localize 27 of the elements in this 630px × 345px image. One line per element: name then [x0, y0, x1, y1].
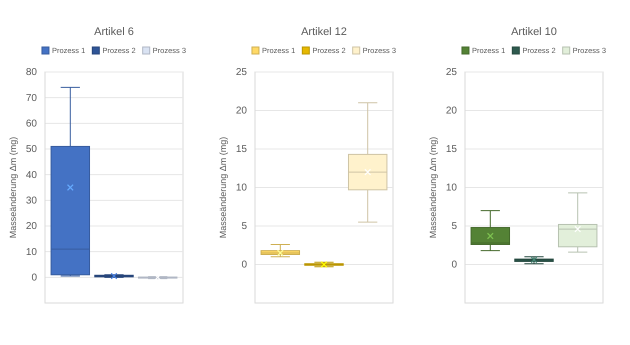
chart-title: Artikel 10: [511, 26, 557, 38]
y-tick-label: 0: [451, 260, 458, 271]
chart-title: Artikel 12: [301, 26, 347, 38]
y-axis-title: Masseänderung Δm (mg): [428, 136, 438, 238]
y-tick-label: 50: [26, 144, 38, 156]
y-tick-label: 10: [446, 182, 458, 194]
y-tick-label: 20: [446, 106, 458, 117]
y-axis-title: Masseänderung Δm (mg): [8, 136, 18, 238]
y-tick-label: 20: [26, 221, 38, 232]
y-tick-label: 30: [26, 196, 38, 207]
y-tick-label: 25: [236, 67, 248, 78]
y-tick-label: 25: [446, 67, 458, 78]
y-tick-label: 20: [236, 106, 248, 117]
y-tick-label: 15: [236, 144, 248, 156]
y-tick-label: 10: [26, 246, 38, 258]
y-tick-label: 0: [31, 272, 38, 284]
y-tick-label: 70: [26, 92, 38, 104]
y-tick-label: 80: [26, 67, 38, 78]
y-tick-label: 10: [236, 182, 248, 194]
chart-title: Artikel 6: [94, 26, 134, 38]
y-tick-label: 5: [451, 221, 458, 232]
y-tick-label: 5: [241, 221, 248, 232]
y-tick-label: 15: [446, 144, 458, 156]
y-tick-label: 60: [26, 118, 38, 130]
y-tick-label: 0: [241, 260, 248, 271]
y-axis-title: Masseänderung Δm (mg): [218, 136, 228, 238]
y-tick-label: 40: [26, 170, 38, 181]
